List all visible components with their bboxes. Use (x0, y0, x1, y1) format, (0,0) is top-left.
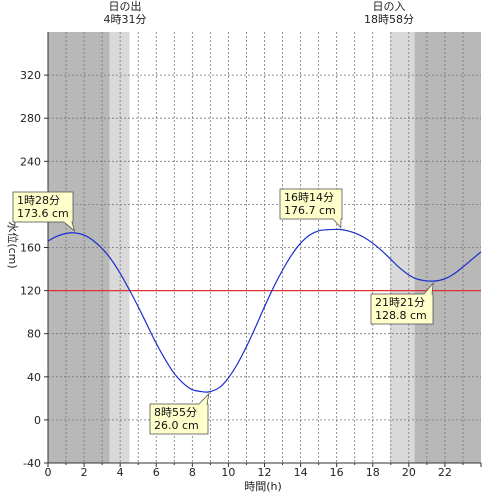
x-tick-label: 16 (330, 466, 344, 479)
y-tick-label: 280 (20, 112, 41, 125)
frame-layer (44, 32, 482, 467)
x-tick-label: 18 (366, 466, 380, 479)
x-tick-label: 4 (117, 466, 124, 479)
x-tick-label: 10 (221, 466, 235, 479)
annotation-box (370, 293, 434, 325)
y-tick-label: 0 (34, 414, 41, 427)
y-tick-label: 40 (27, 371, 41, 384)
sunset-time: 18時58分 (364, 13, 414, 26)
annotation-box (279, 188, 343, 220)
annotation-value: 173.6 cm (17, 207, 69, 220)
night-region-morning (48, 32, 110, 463)
x-tick-label: 8 (189, 466, 196, 479)
y-tick-label: 120 (20, 285, 41, 298)
twilight-region-morning (109, 32, 130, 463)
annotation-pointer (198, 392, 210, 405)
x-tick-label: 20 (402, 466, 416, 479)
x-tick-label: 22 (438, 466, 452, 479)
sunrise-time: 4時31分 (104, 13, 147, 26)
y-axis-title: 水位(cm) (6, 221, 20, 268)
annotation-box (149, 403, 209, 435)
annotation-value: 176.7 cm (284, 204, 336, 217)
twilight-region-evening (390, 32, 415, 463)
x-tick-label: 14 (294, 466, 308, 479)
sunrise-label: 日の出 (109, 0, 142, 13)
annotation-value: 128.8 cm (375, 309, 427, 322)
y-tick-label: 240 (20, 155, 41, 168)
y-tick-label: -40 (23, 457, 41, 470)
tide-series-line (47, 228, 482, 393)
x-tick-label: 6 (153, 466, 160, 479)
annotation-value: 26.0 cm (154, 419, 199, 432)
x-tick-label: 0 (45, 466, 52, 479)
annotation-pointer (332, 218, 342, 229)
y-tick-labels: -4004080120160200240280320 (20, 69, 41, 470)
sunset-label: 日の入 (373, 0, 406, 13)
annotation-time: 8時55分 (154, 406, 197, 419)
y-tick-label: 80 (27, 328, 41, 341)
annotation-time: 16時14分 (284, 191, 334, 204)
x-tick-labels: 0 2 4 6 8 10 12 14 16 18 20 22 (45, 466, 452, 479)
annotation-time: 1時28分 (17, 194, 60, 207)
y-tick-label: 160 (20, 242, 41, 255)
annotation-box (12, 191, 74, 223)
y-tick-label: 320 (20, 69, 41, 82)
series-layer (47, 228, 482, 393)
x-tick-label: 12 (258, 466, 272, 479)
x-axis-title: 時間(h) (244, 480, 282, 493)
annotation-time: 21時21分 (375, 296, 425, 309)
x-tick-label: 2 (81, 466, 88, 479)
